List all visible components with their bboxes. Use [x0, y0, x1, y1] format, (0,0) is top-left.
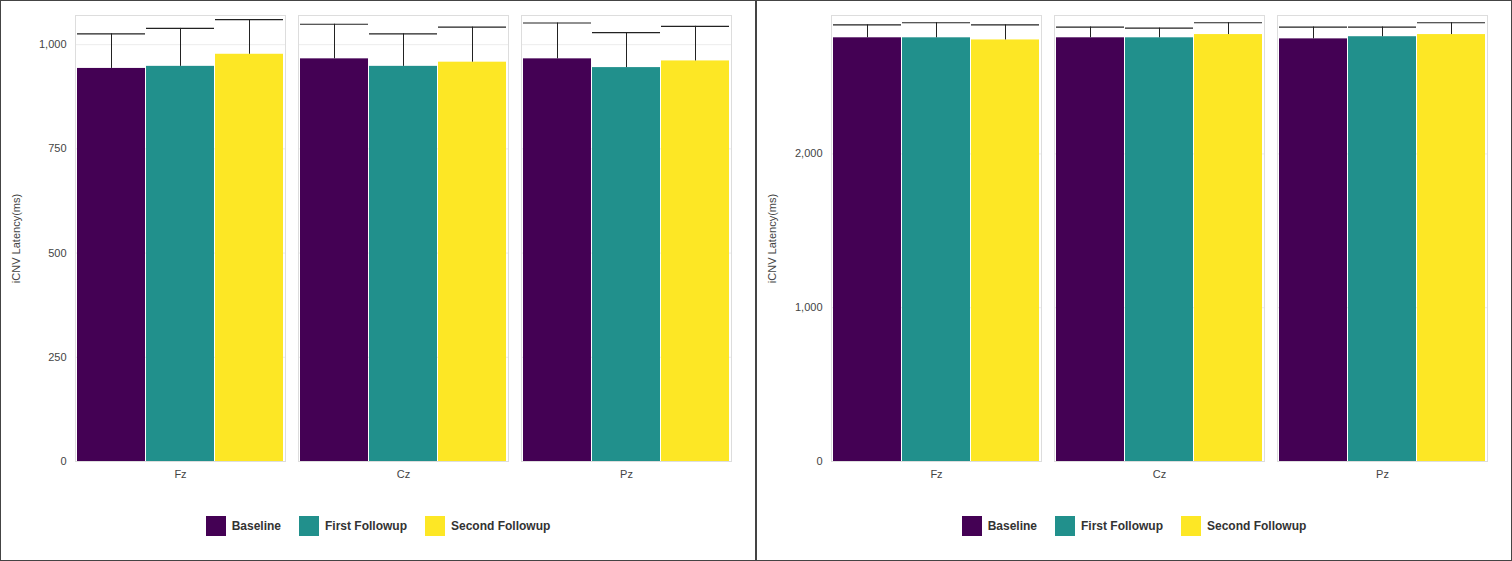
svg-text:Fz: Fz — [930, 468, 942, 480]
svg-text:Pz: Pz — [620, 468, 633, 480]
svg-text:Pz: Pz — [1376, 468, 1389, 480]
svg-text:Cz: Cz — [1153, 468, 1166, 480]
svg-text:Fz: Fz — [174, 468, 186, 480]
html-text:Baseline: Baseline — [987, 519, 1037, 533]
svg-text:iCNV Latency(ms): iCNV Latency(ms) — [766, 194, 778, 283]
svg-text:500: 500 — [48, 247, 66, 259]
svg-text:Cz: Cz — [397, 468, 410, 480]
html-text:First Followup: First Followup — [325, 519, 407, 533]
svg-text:750: 750 — [48, 142, 66, 154]
html-text:Baseline: Baseline — [231, 519, 281, 533]
svg-text:1,000: 1,000 — [795, 301, 823, 313]
html-text:First Followup: First Followup — [1081, 519, 1163, 533]
svg-text:0: 0 — [816, 455, 822, 467]
svg-text:2,000: 2,000 — [795, 147, 823, 159]
html-text:Second Followup: Second Followup — [1207, 519, 1307, 533]
html-text:Second Followup: Second Followup — [451, 519, 551, 533]
svg-text:iCNV Latency(ms): iCNV Latency(ms) — [10, 194, 22, 283]
svg-text:1,000: 1,000 — [39, 38, 67, 50]
svg-text:0: 0 — [60, 455, 66, 467]
svg-text:250: 250 — [48, 351, 66, 363]
